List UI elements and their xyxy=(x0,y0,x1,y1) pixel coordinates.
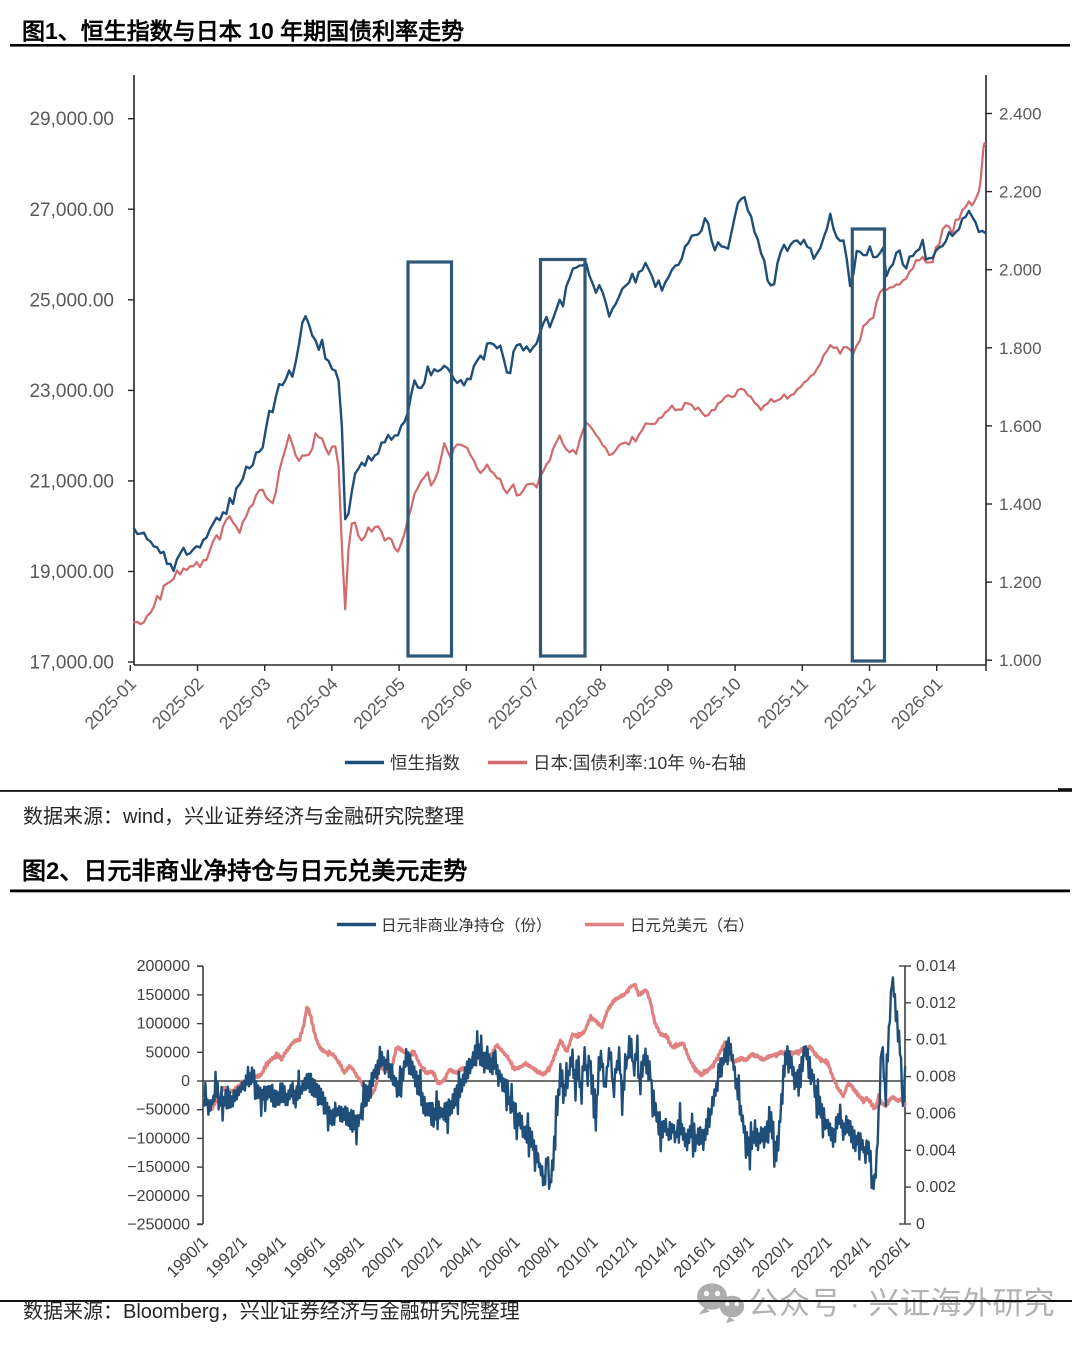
svg-text:0.008: 0.008 xyxy=(916,1069,956,1086)
svg-text:2025-02: 2025-02 xyxy=(148,674,208,734)
svg-text:2025-11: 2025-11 xyxy=(753,674,812,733)
svg-text:1990/1: 1990/1 xyxy=(163,1233,211,1281)
svg-text:2004/1: 2004/1 xyxy=(436,1233,484,1281)
svg-text:2025-01: 2025-01 xyxy=(81,674,141,734)
svg-text:公众号 · 兴证海外研究: 公众号 · 兴证海外研究 xyxy=(748,1286,1055,1321)
svg-text:27,000.00: 27,000.00 xyxy=(29,200,114,221)
svg-text:日元兑美元（右）: 日元兑美元（右） xyxy=(630,917,754,935)
svg-text:2025-04: 2025-04 xyxy=(282,674,342,734)
svg-text:−100000: −100000 xyxy=(127,1130,190,1147)
svg-text:150000: 150000 xyxy=(137,987,190,1004)
svg-text:2025-05: 2025-05 xyxy=(349,674,409,734)
svg-text:−150000: −150000 xyxy=(127,1159,190,1176)
svg-text:29,000.00: 29,000.00 xyxy=(29,109,114,130)
svg-text:−200000: −200000 xyxy=(127,1188,190,1205)
svg-text:2025-08: 2025-08 xyxy=(551,674,611,734)
svg-text:2025-03: 2025-03 xyxy=(215,674,275,734)
svg-text:2012/1: 2012/1 xyxy=(592,1233,640,1281)
svg-text:−250000: −250000 xyxy=(127,1217,190,1234)
svg-text:0.01: 0.01 xyxy=(916,1032,947,1049)
svg-text:19,000.00: 19,000.00 xyxy=(29,562,114,583)
svg-text:0.014: 0.014 xyxy=(916,958,956,975)
svg-text:25,000.00: 25,000.00 xyxy=(29,290,114,311)
svg-text:2016/1: 2016/1 xyxy=(670,1233,718,1281)
svg-text:0: 0 xyxy=(916,1216,925,1233)
svg-text:23,000.00: 23,000.00 xyxy=(29,381,114,402)
svg-text:2026/1: 2026/1 xyxy=(865,1233,913,1281)
svg-text:2014/1: 2014/1 xyxy=(631,1233,679,1281)
svg-text:0.002: 0.002 xyxy=(916,1179,956,1196)
svg-text:2025-10: 2025-10 xyxy=(685,674,745,734)
svg-text:数据来源：Bloomberg，兴业证券经济与金融研究院整理: 数据来源：Bloomberg，兴业证券经济与金融研究院整理 xyxy=(23,1300,520,1323)
svg-text:17,000.00: 17,000.00 xyxy=(29,653,114,674)
svg-text:−50000: −50000 xyxy=(136,1102,190,1119)
svg-text:2.000: 2.000 xyxy=(999,261,1042,280)
svg-text:日元非商业净持仓（份）: 日元非商业净持仓（份） xyxy=(381,917,552,935)
svg-text:2025-09: 2025-09 xyxy=(618,674,678,734)
svg-text:1998/1: 1998/1 xyxy=(319,1233,367,1281)
svg-text:2.400: 2.400 xyxy=(999,105,1042,124)
svg-text:0: 0 xyxy=(181,1073,190,1090)
svg-text:0.006: 0.006 xyxy=(916,1105,956,1122)
svg-text:1994/1: 1994/1 xyxy=(241,1233,289,1281)
svg-text:21,000.00: 21,000.00 xyxy=(29,471,114,492)
svg-text:2.200: 2.200 xyxy=(999,183,1042,202)
svg-text:200000: 200000 xyxy=(137,958,190,975)
svg-text:1.800: 1.800 xyxy=(999,339,1042,358)
svg-text:2010/1: 2010/1 xyxy=(553,1233,601,1281)
svg-text:2018/1: 2018/1 xyxy=(709,1233,757,1281)
svg-text:1.600: 1.600 xyxy=(999,417,1042,436)
svg-text:恒生指数: 恒生指数 xyxy=(390,753,460,773)
svg-text:1.200: 1.200 xyxy=(999,573,1042,592)
svg-text:100000: 100000 xyxy=(137,1016,190,1033)
svg-text:2024/1: 2024/1 xyxy=(826,1233,874,1281)
svg-text:2008/1: 2008/1 xyxy=(514,1233,562,1281)
svg-text:2020/1: 2020/1 xyxy=(748,1233,796,1281)
svg-text:1.400: 1.400 xyxy=(999,495,1042,514)
svg-text:图1、恒生指数与日本 10 年期国债利率走势: 图1、恒生指数与日本 10 年期国债利率走势 xyxy=(22,18,464,44)
svg-text:0.012: 0.012 xyxy=(916,995,956,1012)
svg-text:2025-06: 2025-06 xyxy=(417,674,477,734)
svg-text:50000: 50000 xyxy=(146,1044,191,1061)
svg-text:图2、日元非商业净持仓与日元兑美元走势: 图2、日元非商业净持仓与日元兑美元走势 xyxy=(22,857,467,885)
svg-text:1996/1: 1996/1 xyxy=(280,1233,328,1281)
svg-text:日本:国债利率:10年 %-右轴: 日本:国债利率:10年 %-右轴 xyxy=(533,753,746,773)
svg-text:2025-07: 2025-07 xyxy=(484,674,544,734)
svg-text:2022/1: 2022/1 xyxy=(787,1233,835,1281)
svg-text:2026-01: 2026-01 xyxy=(887,674,947,734)
svg-text:0.004: 0.004 xyxy=(916,1142,956,1159)
svg-text:2006/1: 2006/1 xyxy=(475,1233,523,1281)
svg-text:1.000: 1.000 xyxy=(999,651,1042,670)
svg-text:1992/1: 1992/1 xyxy=(202,1233,250,1281)
svg-text:2025-12: 2025-12 xyxy=(820,674,880,734)
svg-text:2002/1: 2002/1 xyxy=(397,1233,445,1281)
svg-text:数据来源：wind，兴业证券经济与金融研究院整理: 数据来源：wind，兴业证券经济与金融研究院整理 xyxy=(23,805,464,828)
svg-text:2000/1: 2000/1 xyxy=(358,1233,406,1281)
